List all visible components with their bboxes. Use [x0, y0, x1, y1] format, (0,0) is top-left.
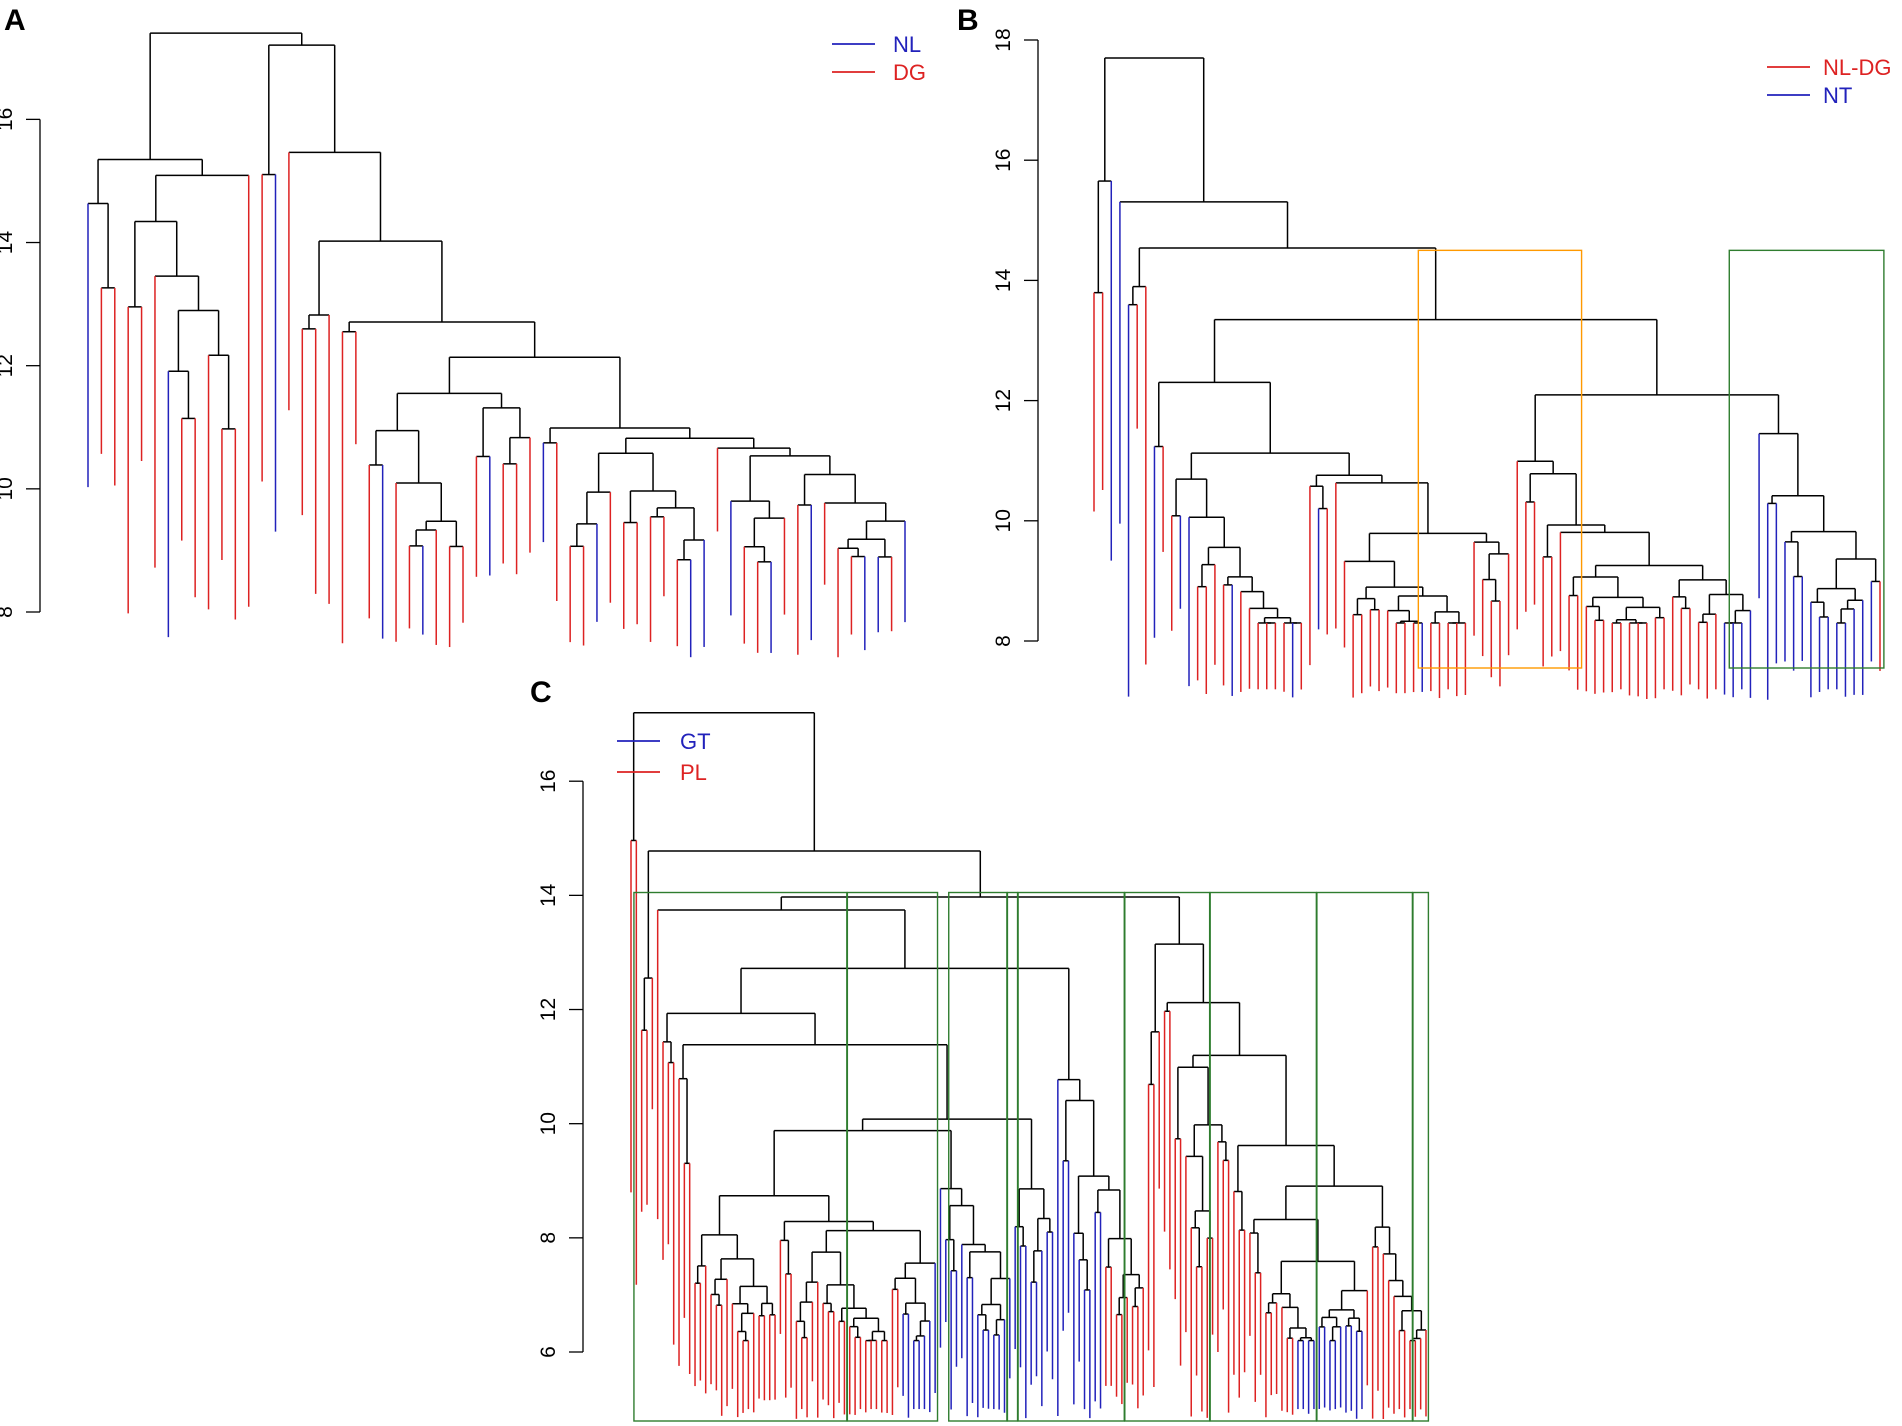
cluster-highlight-box: [1006, 891, 1019, 1422]
legend-a: NL DG: [832, 32, 926, 85]
y-tick-label: 8: [537, 1232, 560, 1244]
y-tick-label: 14: [992, 268, 1015, 292]
dendrogram-panel-b: 8 10 12 14 16 18: [992, 28, 1885, 700]
cluster-highlight-box: [1017, 891, 1125, 1422]
legend-b-nt-label: NT: [1823, 83, 1852, 108]
legend-a-dg-label: DG: [893, 60, 926, 85]
panel-label-a: A: [4, 4, 26, 37]
cluster-highlight-box: [846, 891, 939, 1422]
y-tick-label: 16: [992, 149, 1015, 172]
panel-label-c: C: [530, 676, 552, 709]
cluster-highlight-box: [1728, 249, 1885, 669]
legend-a-nl-label: NL: [893, 32, 921, 57]
cluster-highlight-box: [1417, 249, 1583, 669]
legend-c: GT PL: [617, 729, 711, 785]
dendrogram-panel-c: 6 8 10 12 14 16: [537, 711, 1430, 1422]
cluster-highlight-box: [1412, 891, 1430, 1422]
y-tick-label: 14: [0, 231, 17, 255]
y-tick-label: 10: [0, 477, 17, 500]
y-tick-label: 6: [537, 1346, 560, 1358]
y-tick-label: 16: [0, 108, 17, 131]
panel-label-b: B: [957, 4, 979, 37]
legend-c-pl-label: PL: [680, 760, 707, 785]
dendrogram-panel-a: 8 10 12 14 16: [0, 32, 906, 658]
y-tick-label: 18: [992, 28, 1015, 51]
y-tick-label: 12: [992, 389, 1015, 412]
y-tick-label: 12: [0, 354, 17, 377]
legend-b: NL-DG NT: [1767, 55, 1891, 108]
y-tick-label: 14: [537, 883, 560, 907]
y-tick-label: 10: [537, 1112, 560, 1135]
y-tick-label: 12: [537, 998, 560, 1021]
y-tick-label: 10: [992, 509, 1015, 532]
cluster-highlight-box: [1316, 891, 1414, 1422]
y-tick-label: 16: [537, 770, 560, 793]
legend-b-nldg-label: NL-DG: [1823, 55, 1891, 80]
y-tick-label: 8: [992, 635, 1015, 647]
legend-c-gt-label: GT: [680, 729, 711, 754]
y-tick-label: 8: [0, 606, 17, 618]
